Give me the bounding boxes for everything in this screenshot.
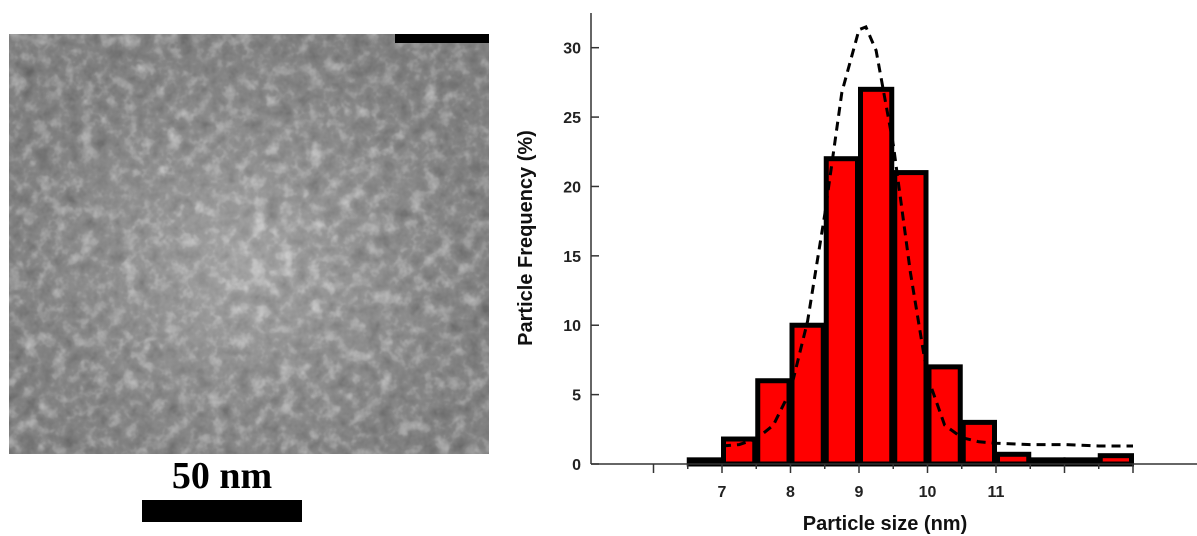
fit-curve — [721, 24, 1133, 448]
y-axis-title: Particle Frequency (%) — [515, 130, 537, 346]
scale-bar — [142, 500, 302, 522]
y-tick-label: 20 — [563, 179, 581, 196]
histogram-bar — [755, 378, 792, 467]
histogram-bar — [1097, 453, 1134, 467]
x-tick-label: 11 — [988, 484, 1005, 501]
histogram-bar — [823, 156, 860, 467]
x-tick-label: 10 — [919, 484, 937, 501]
tem-corner-bar — [395, 34, 489, 43]
histogram-bar — [721, 436, 758, 467]
x-tick-label: 8 — [786, 484, 795, 501]
x-tick-label: 7 — [718, 484, 727, 501]
histogram-bar — [858, 86, 895, 467]
x-axis-title: Particle size (nm) — [803, 513, 968, 535]
y-tick-label: 25 — [563, 110, 581, 127]
histogram-bar — [995, 451, 1032, 467]
x-tick-label: 9 — [855, 484, 864, 501]
bars-layer — [686, 86, 1134, 467]
y-tick-label: 15 — [563, 249, 581, 266]
y-tick-label: 30 — [563, 41, 581, 58]
y-ticks: 0 5 10 15 20 25 30 — [563, 41, 599, 474]
histogram-bar — [892, 170, 929, 467]
histogram-bar — [926, 364, 963, 467]
y-tick-label: 5 — [572, 388, 581, 405]
tem-micrograph — [9, 34, 489, 454]
histogram-bar — [789, 322, 826, 467]
scale-bar-label: 50 nm — [171, 455, 273, 497]
y-tick-label: 0 — [572, 457, 581, 474]
x-ticks: 7 8 9 10 11 — [652, 464, 1134, 501]
y-tick-label: 10 — [563, 318, 581, 335]
